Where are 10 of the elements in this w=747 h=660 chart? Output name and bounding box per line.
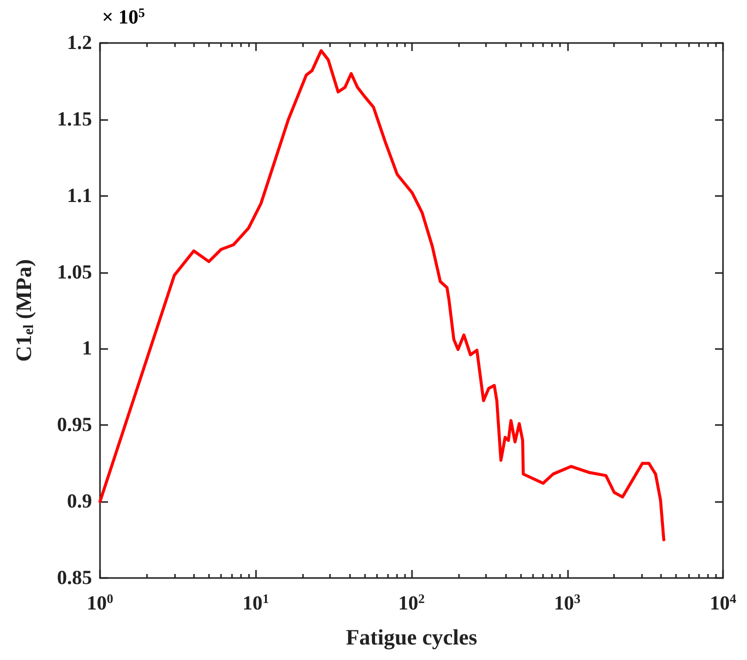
x-axis-title: Fatigue cycles bbox=[346, 624, 478, 650]
y-tick-label: 0.9 bbox=[67, 490, 92, 513]
y-tick-label: 1.05 bbox=[57, 261, 92, 284]
y-tick-label: 1.1 bbox=[67, 184, 92, 207]
y-axis-title: C1el (MPa) bbox=[11, 259, 37, 362]
y-tick-label: 0.85 bbox=[57, 567, 92, 589]
y-tick-label: 1.2 bbox=[67, 32, 92, 54]
y-tick-label: 1 bbox=[82, 338, 92, 360]
y-tick-label: 1.15 bbox=[57, 108, 92, 130]
y-tick-label: 0.95 bbox=[57, 414, 92, 436]
